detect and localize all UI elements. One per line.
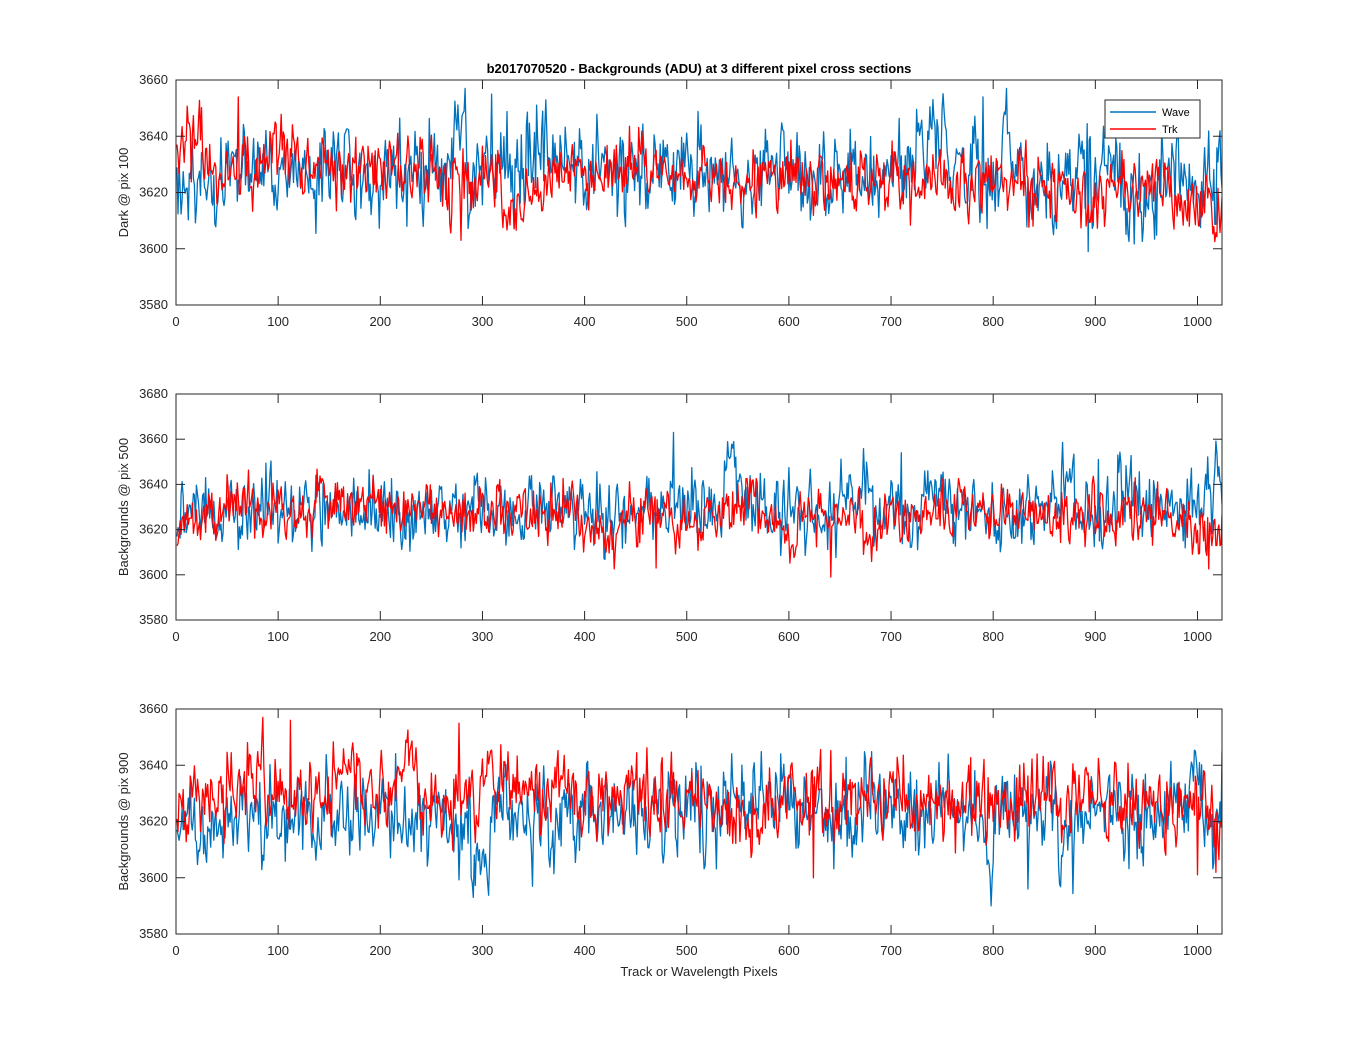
series-line-wave-1 [176, 87, 1222, 253]
x-tick-label: 0 [172, 629, 179, 644]
series-line-trk-3 [176, 716, 1222, 879]
series-line-trk-2 [176, 468, 1222, 578]
x-tick-label: 0 [172, 943, 179, 958]
x-tick-label: 600 [778, 629, 800, 644]
x-tick-label: 900 [1084, 629, 1106, 644]
subplot-3: 0 100 200 300 400 500 600 700 800 900 1000 3580 3600… [116, 701, 1223, 958]
x-tick-label: 800 [982, 314, 1004, 329]
x-tick-label: 800 [982, 629, 1004, 644]
x-tick-label: 500 [676, 629, 698, 644]
x-tick-label: 400 [574, 629, 596, 644]
x-tick-label: 1000 [1183, 314, 1212, 329]
x-tick-label: 900 [1084, 943, 1106, 958]
y-tick-label: 3620 [139, 185, 168, 200]
x-tick-label: 0 [172, 314, 179, 329]
x-tick-label: 500 [676, 314, 698, 329]
y-axis-label: Backgrounds @ pix 500 [116, 438, 131, 576]
legend-label-trk: Trk [1162, 124, 1178, 136]
x-tick-label: 1000 [1183, 629, 1212, 644]
x-tick-label: 200 [369, 943, 391, 958]
legend: Wave Trk [1104, 99, 1201, 139]
y-tick-label: 3660 [139, 701, 168, 716]
y-tick-label: 3680 [139, 386, 168, 401]
x-tick-label: 100 [267, 314, 289, 329]
y-tick-label: 3640 [139, 128, 168, 143]
y-axis-label: Backgrounds @ pix 900 [116, 752, 131, 890]
axes-box [175, 393, 1223, 621]
x-tick-label: 400 [574, 314, 596, 329]
series-line-trk-1 [176, 96, 1222, 243]
y-tick-label: 3600 [139, 567, 168, 582]
x-tick-label: 100 [267, 943, 289, 958]
axes-box [175, 79, 1223, 306]
x-tick-label: 300 [472, 943, 494, 958]
y-tick-label: 3600 [139, 241, 168, 256]
legend-box [1104, 99, 1201, 139]
subplot-1: 0 100 200 300 400 500 600 700 800 900 1000 3580 3600… [116, 72, 1223, 329]
x-tick-label: 200 [369, 314, 391, 329]
x-tick-label: 600 [778, 943, 800, 958]
x-tick-label: 900 [1084, 314, 1106, 329]
x-tick-label: 500 [676, 943, 698, 958]
x-axis-label: Track or Wavelength Pixels [620, 964, 778, 979]
y-tick-label: 3620 [139, 814, 168, 829]
x-tick-label: 600 [778, 314, 800, 329]
x-tick-label: 300 [472, 314, 494, 329]
x-tick-label: 700 [880, 629, 902, 644]
x-tick-label: 300 [472, 629, 494, 644]
y-axis-label: Dark @ pix 100 [116, 148, 131, 238]
y-tick-label: 3640 [139, 476, 168, 491]
y-tick-label: 3660 [139, 431, 168, 446]
x-tick-label: 800 [982, 943, 1004, 958]
x-tick-label: 1000 [1183, 943, 1212, 958]
x-tick-label: 200 [369, 629, 391, 644]
y-tick-label: 3580 [139, 926, 168, 941]
y-tick-label: 3620 [139, 522, 168, 537]
y-tick-label: 3640 [139, 757, 168, 772]
y-tick-label: 3580 [139, 297, 168, 312]
y-tick-label: 3660 [139, 72, 168, 87]
x-tick-label: 100 [267, 629, 289, 644]
chart-title: b2017070520 - Backgrounds (ADU) at 3 dif… [487, 61, 912, 76]
y-tick-label: 3580 [139, 612, 168, 627]
x-tick-label: 700 [880, 314, 902, 329]
series-line-wave-2 [176, 431, 1222, 561]
x-tick-label: 400 [574, 943, 596, 958]
legend-label-wave: Wave [1162, 107, 1190, 119]
x-tick-label: 700 [880, 943, 902, 958]
y-tick-label: 3600 [139, 870, 168, 885]
subplot-2: 0 100 200 300 400 500 600 700 800 900 1000 3580 3600… [116, 386, 1223, 644]
